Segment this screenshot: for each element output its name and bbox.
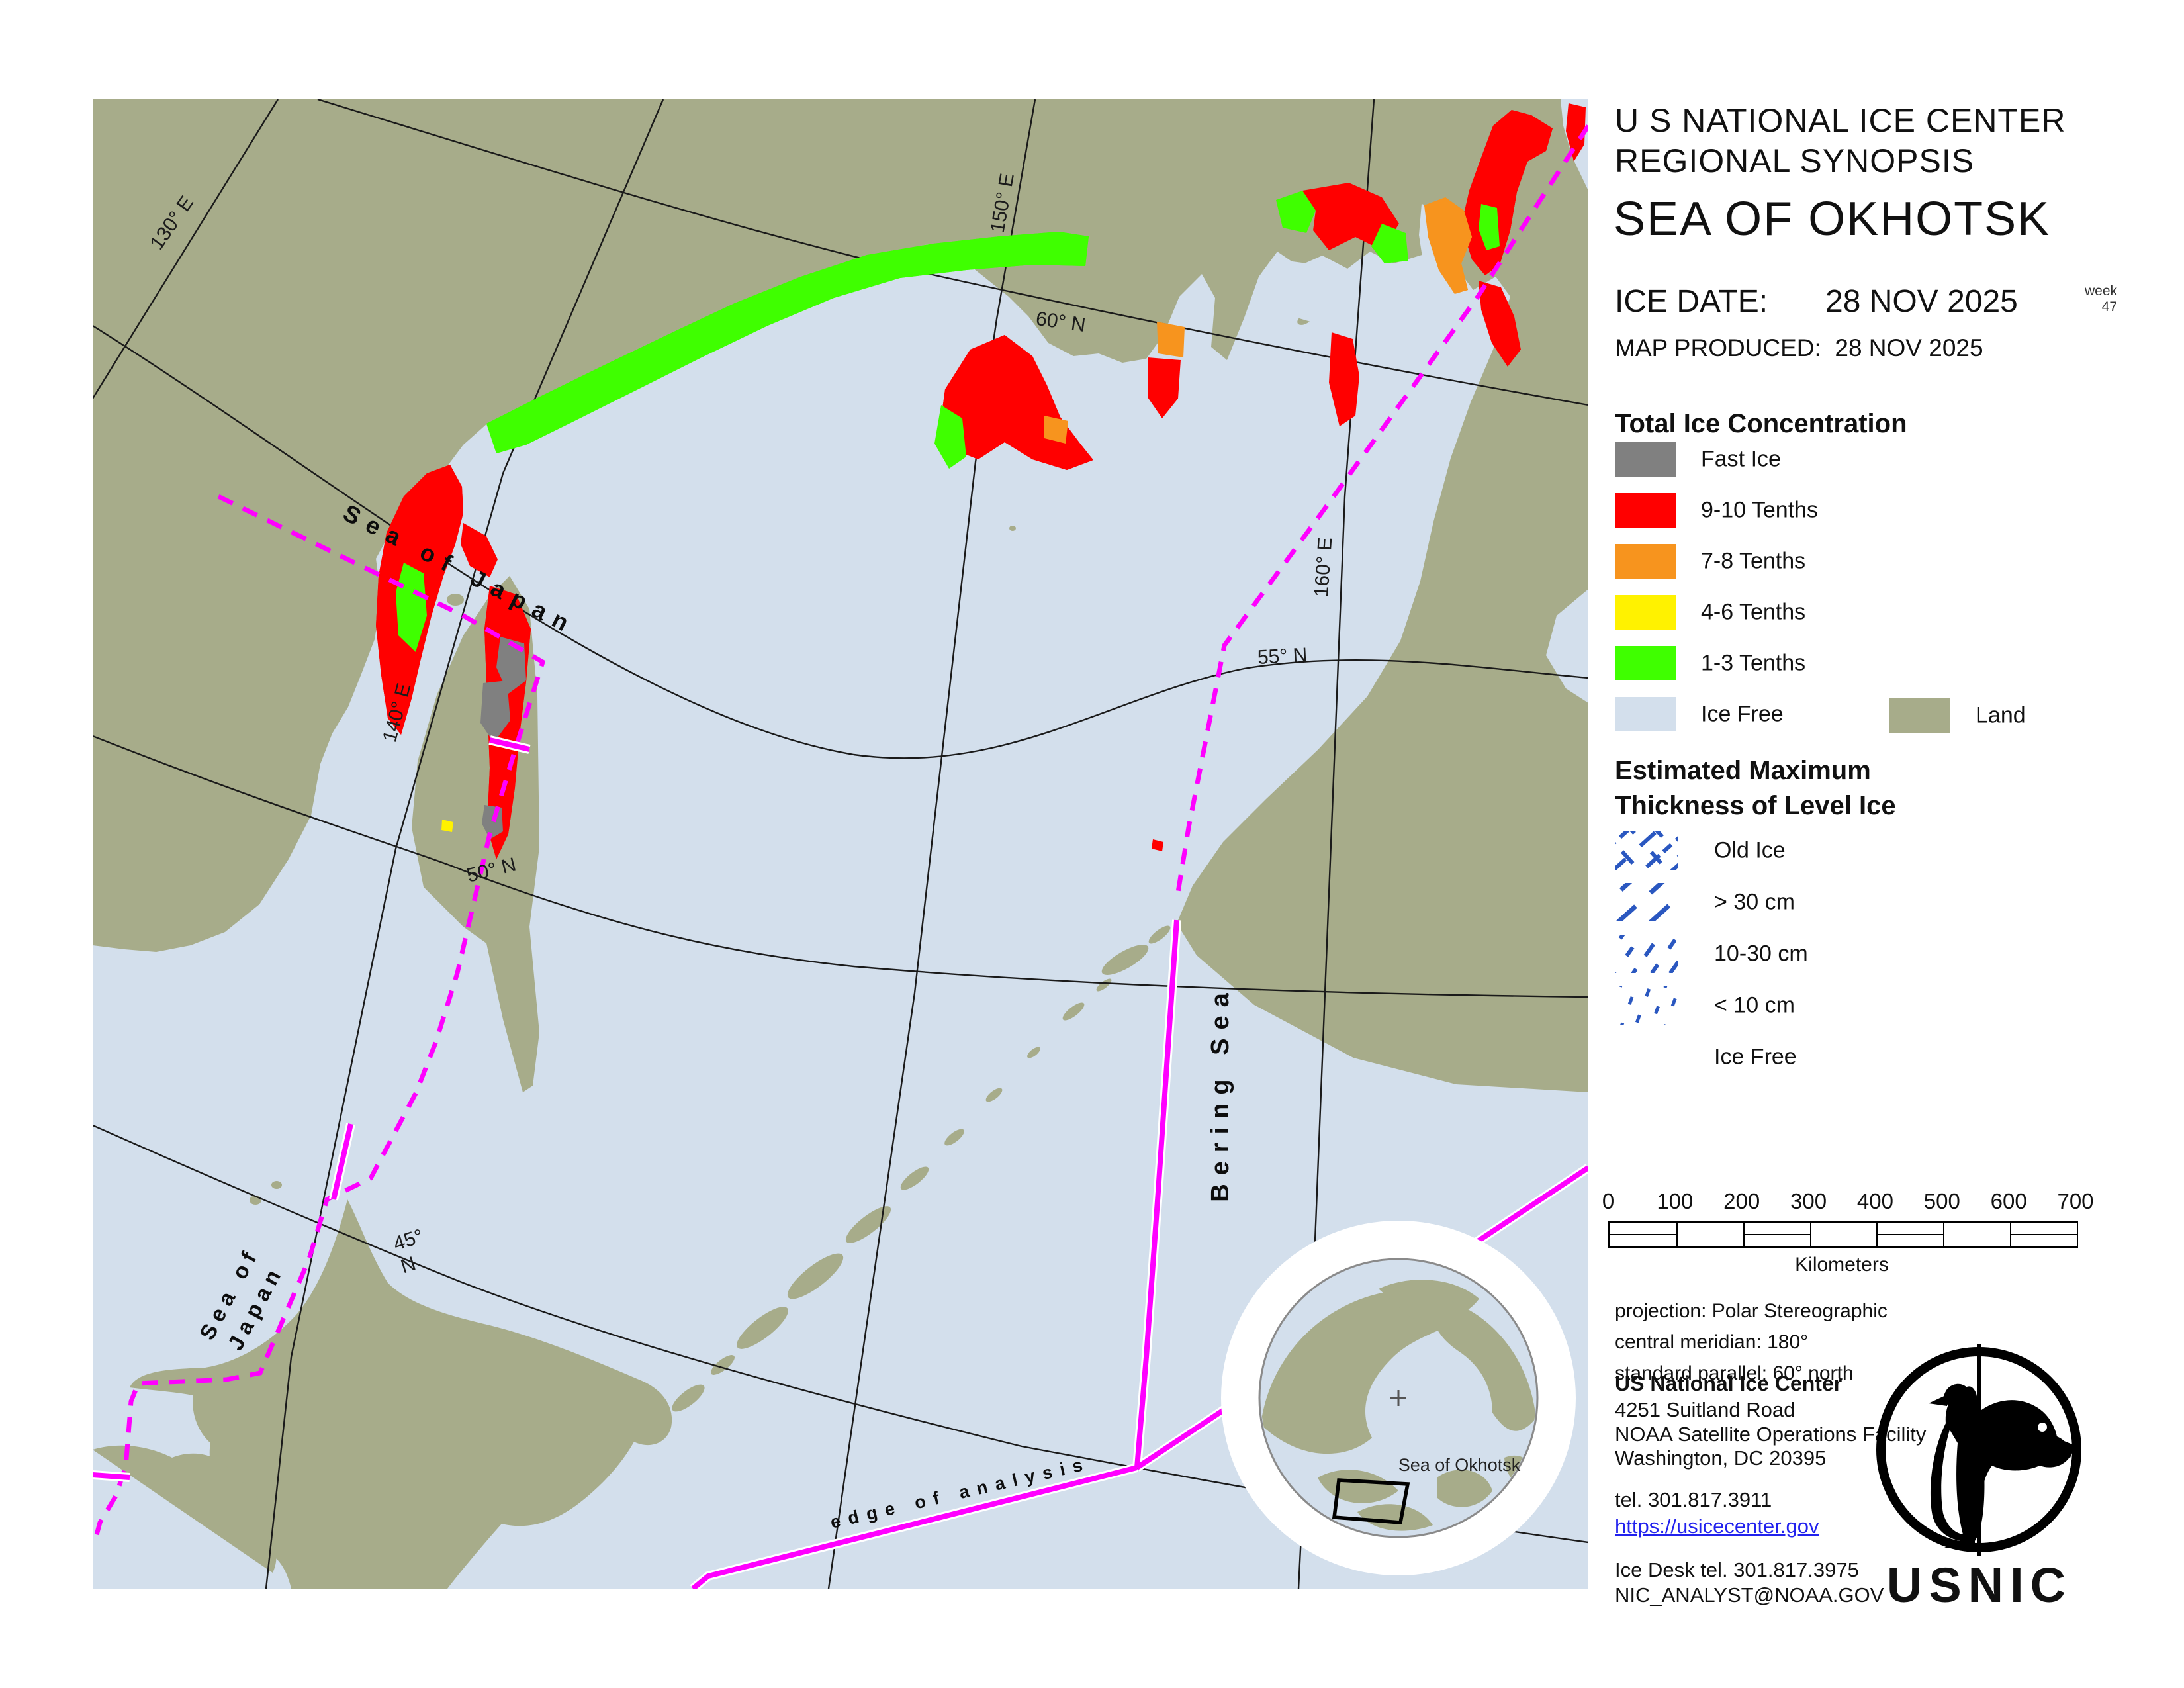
inset-region-box [1332,1478,1410,1524]
region-title: SEA OF OKHOTSK [1614,193,2051,246]
contact-address-line3: Washington, DC 20395 [1615,1446,1827,1470]
land-swatch [1889,698,1950,733]
map-produced-label: MAP PRODUCED: [1615,334,1821,361]
kuril-islands [672,925,1171,1412]
thickness-row-ice-free: Ice Free [1615,1038,1893,1076]
legend-row-1-3-tenths: 1-3 Tenths [1615,646,1880,680]
thickness-label: < 10 cm [1714,992,1795,1018]
thickness-legend-title: Estimated Maximum Thickness of Level Ice [1615,753,1896,823]
thickness-label: > 30 cm [1714,889,1795,915]
scale-segment [1876,1223,1944,1246]
week-label: week [2085,283,2118,299]
scale-tick-300: 300 [1790,1189,1827,1213]
scale-segment [1943,1223,2010,1246]
thickness-label: Ice Free [1714,1044,1797,1070]
thickness-title-line2: Thickness of Level Ice [1615,790,1896,820]
penguin-icon [1929,1383,1985,1548]
scale-bar-ruler [1608,1221,2078,1248]
polar-bear-icon [1981,1400,2075,1503]
ice-date-value: 28 NOV 2025 [1825,284,2018,319]
p1030-pattern-swatch [1615,935,1678,973]
scale-tick-700: 700 [2057,1189,2094,1213]
land-label: Land [1976,702,2026,728]
thickness-row--10-cm: < 10 cm [1615,986,1893,1025]
scale-tick-500: 500 [1923,1189,1960,1213]
pold-pattern-swatch [1615,831,1678,870]
agency-title-line1: U S NATIONAL ICE CENTER [1615,102,2066,139]
scale-segment [1610,1223,1676,1246]
week-badge: week 47 [2085,283,2117,315]
website-link[interactable]: https://usicecenter.gov [1615,1515,1819,1538]
legend-row-9-10-tenths: 9-10 Tenths [1615,493,1880,528]
contact-tel: tel. 301.817.3911 [1615,1488,1772,1511]
thickness-label: Old Ice [1714,837,1786,863]
legend-label: 4-6 Tenths [1701,599,1806,625]
contact-org: US National Ice Center [1615,1372,1843,1395]
legend-row-ice-free: Ice Free [1615,697,1880,731]
legend-label: Ice Free [1701,701,1784,727]
ice-date-row: ICE DATE: 28 NOV 2025 [1615,283,2018,320]
scale-segment [1809,1223,1877,1246]
label-bering-sea: Bering Sea [1206,984,1234,1202]
scale-tick-600: 600 [1990,1189,2027,1213]
legend-label: 1-3 Tenths [1701,650,1806,676]
thickness-title-line1: Estimated Maximum [1615,756,1871,785]
thickness-label: 10-30 cm [1714,941,1808,966]
contact-address-line2: NOAA Satellite Operations Facility [1615,1422,1927,1446]
scale-segment [2010,1223,2077,1246]
plt10-pattern-swatch [1615,986,1678,1025]
scale-tick-0: 0 [1602,1189,1615,1213]
legend-swatch [1615,646,1676,680]
projection-line3: standard parallel: 60° north [1615,1362,1854,1384]
week-value: 47 [2101,299,2118,315]
scale-tick-100: 100 [1657,1189,1694,1213]
thickness-row-old-ice: Old Ice [1615,831,1893,870]
map-produced-row: MAP PRODUCED: 28 NOV 2025 [1615,334,1983,362]
scale-tick-200: 200 [1723,1189,1760,1213]
contact-address: 4251 Suitland Road NOAA Satellite Operat… [1615,1398,1926,1471]
concentration-legend-title: Total Ice Concentration [1615,409,1907,438]
scale-segment [1743,1223,1810,1246]
label-meridian-160e: 160° E [1310,536,1337,598]
legend-row-land: Land [1889,698,2154,733]
legend-label: 9-10 Tenths [1701,497,1819,523]
legend-label: Fast Ice [1701,446,1781,472]
okhotsk-map [93,99,1588,1589]
agency-title: U S NATIONAL ICE CENTER REGIONAL SYNOPSI… [1615,101,2066,181]
scale-segment [1676,1223,1743,1246]
legend-swatch [1615,697,1676,731]
legend-row-fast-ice: Fast Ice [1615,442,1880,477]
thickness-row-10-30-cm: 10-30 cm [1615,935,1893,973]
analyst-email: NIC_ANALYST@NOAA.GOV [1615,1583,1884,1607]
analysis-boundaries [93,124,1588,1589]
projection-info: projection: Polar Stereographic central … [1615,1296,1888,1389]
pole-cross-icon [1390,1390,1406,1406]
label-parallel-55n: 55° N [1257,644,1308,669]
usnic-logo-text: USNIC [1886,1558,2073,1613]
legend-row-7-8-tenths: 7-8 Tenths [1615,544,1880,579]
legend-swatch [1615,544,1676,579]
legend-label: 7-8 Tenths [1701,548,1806,574]
projection-line1: projection: Polar Stereographic [1615,1300,1888,1322]
contact-address-line1: 4251 Suitland Road [1615,1398,1796,1421]
pgt30-pattern-swatch [1615,883,1678,921]
usnic-logo [1876,1344,2081,1556]
legend-swatch [1615,595,1676,630]
map-produced-value: 28 NOV 2025 [1835,334,1983,361]
inset-continents [1261,1280,1536,1531]
ice-desk-tel: Ice Desk tel. 301.817.3975 [1615,1558,1859,1581]
legend-row-4-6-tenths: 4-6 Tenths [1615,595,1880,630]
legend-swatch [1615,493,1676,528]
inset-region-label: Sea of Okhotsk [1398,1455,1521,1475]
legend-swatch [1615,442,1676,477]
ice-areas [376,103,1586,859]
projection-line2: central meridian: 180° [1615,1331,1809,1353]
thickness-row--30-cm: > 30 cm [1615,883,1893,921]
inset-locator-globe [1221,1221,1576,1575]
ice-date-label: ICE DATE: [1615,284,1768,319]
agency-title-line2: REGIONAL SYNOPSIS [1615,142,1975,179]
scale-tick-400: 400 [1856,1189,1893,1213]
scale-bar-unit: Kilometers [1795,1254,1889,1276]
bays [132,99,1588,1560]
